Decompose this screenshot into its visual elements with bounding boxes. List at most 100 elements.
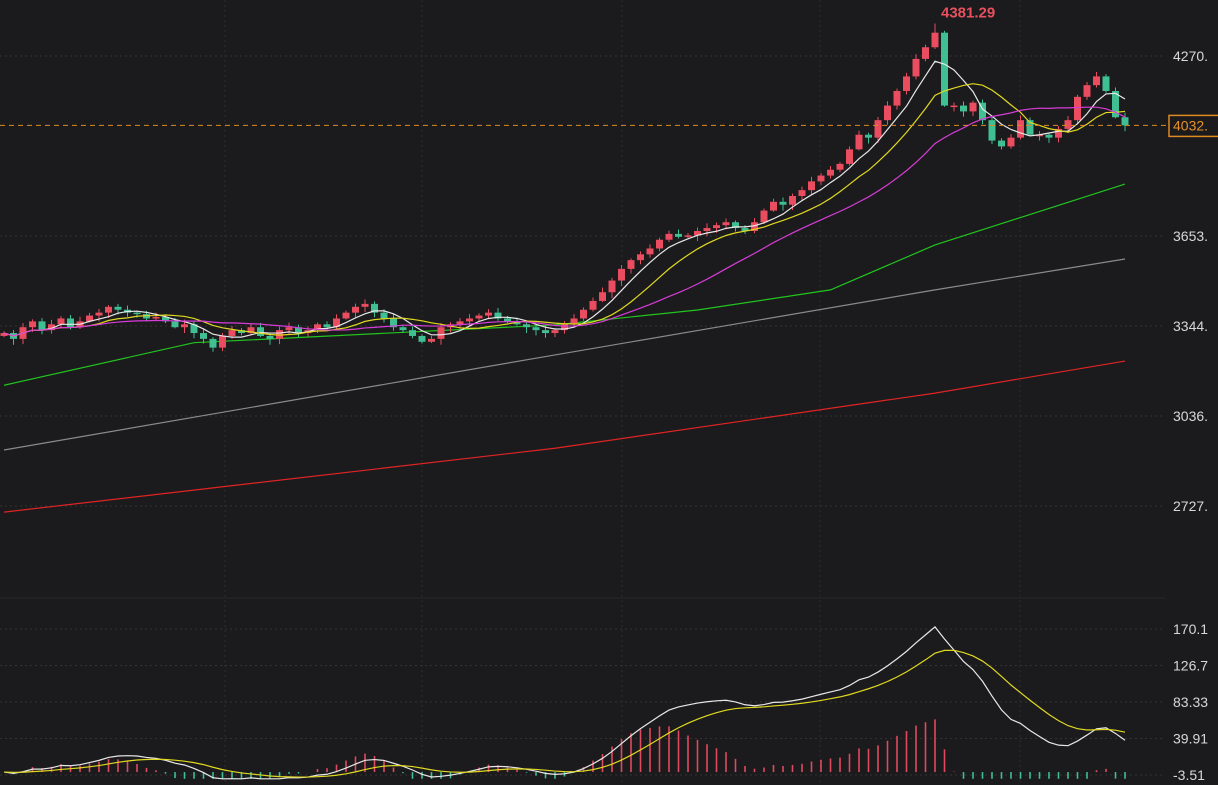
candle-body xyxy=(703,228,711,231)
candle-body xyxy=(1026,120,1034,135)
candle-body xyxy=(893,90,901,106)
ma5-line xyxy=(3,60,1126,338)
candle-body xyxy=(798,190,806,196)
candle-body xyxy=(1055,128,1062,138)
candle xyxy=(390,313,397,331)
candle-body xyxy=(836,163,844,170)
candle-body xyxy=(1121,117,1129,126)
candle xyxy=(1074,94,1081,124)
candle xyxy=(627,258,635,274)
candle-body xyxy=(1017,120,1024,138)
candle xyxy=(893,88,901,110)
candle xyxy=(162,314,169,324)
candle xyxy=(1007,134,1015,149)
candle xyxy=(675,229,682,239)
candle xyxy=(1064,116,1072,133)
candle-body xyxy=(105,306,112,313)
candle xyxy=(200,329,207,344)
candle xyxy=(247,324,255,335)
candle-body xyxy=(912,58,920,77)
candle xyxy=(770,198,777,212)
candle-body xyxy=(846,149,853,164)
macd-tick-label: 126.7 xyxy=(1173,658,1208,674)
candle-body xyxy=(770,201,777,211)
candle-body xyxy=(238,330,245,334)
candle-body xyxy=(48,324,55,331)
candle-body xyxy=(428,338,435,342)
candle xyxy=(827,165,834,179)
candle-body xyxy=(570,318,578,325)
candle-body xyxy=(1102,76,1110,91)
candle xyxy=(371,301,378,318)
candle-body xyxy=(190,324,198,334)
candle xyxy=(523,322,530,334)
candle-body xyxy=(523,324,530,328)
candle xyxy=(646,244,654,258)
candle-body xyxy=(1083,85,1091,97)
candle-body xyxy=(827,169,834,176)
candle-body xyxy=(922,47,929,59)
candle xyxy=(884,101,891,125)
candle-body xyxy=(456,321,464,325)
candle xyxy=(732,220,739,232)
candle-body xyxy=(874,120,882,138)
candle-body xyxy=(694,230,701,236)
candle xyxy=(665,230,673,243)
candle xyxy=(1112,87,1119,119)
candle-body xyxy=(988,120,996,141)
y-tick-label: 4270. xyxy=(1173,48,1208,64)
candle xyxy=(418,334,426,344)
candle xyxy=(447,322,454,333)
candle-body xyxy=(741,228,749,231)
candle-body xyxy=(532,327,540,331)
candle xyxy=(1045,132,1053,143)
macd-panel xyxy=(3,626,1126,780)
candle-body xyxy=(219,335,226,348)
candle xyxy=(542,326,549,338)
candle-body xyxy=(485,312,492,316)
candle xyxy=(808,176,815,195)
candle xyxy=(266,333,274,345)
candle-body xyxy=(314,324,321,331)
candle xyxy=(922,44,929,62)
candle-body xyxy=(162,317,169,322)
candle xyxy=(722,218,730,230)
candle xyxy=(798,186,806,201)
candle xyxy=(437,323,445,345)
candle-body xyxy=(209,338,217,348)
candle xyxy=(969,100,977,117)
candle xyxy=(903,72,910,95)
candle-body xyxy=(29,321,36,328)
candle-body xyxy=(561,324,568,331)
candle xyxy=(960,101,967,117)
candle xyxy=(342,310,350,320)
candle-body xyxy=(95,312,103,316)
candle-body xyxy=(475,315,483,319)
candle xyxy=(570,314,578,328)
candle-body xyxy=(817,175,825,182)
candle-body xyxy=(608,280,616,293)
candle-body xyxy=(618,268,625,281)
candle-body xyxy=(295,327,302,334)
candle xyxy=(209,337,217,352)
peak-price-label: 4381.29 xyxy=(941,5,995,22)
candle-body xyxy=(675,233,682,237)
candle xyxy=(1026,117,1034,136)
candle xyxy=(57,316,65,328)
candle-body xyxy=(855,134,863,150)
candle-body xyxy=(627,260,635,269)
candle-body xyxy=(409,330,416,336)
candle-body xyxy=(903,76,910,91)
candle xyxy=(656,237,663,252)
candle-body xyxy=(399,327,407,331)
candle-body xyxy=(684,235,692,237)
candle-body xyxy=(380,312,388,319)
candle-body xyxy=(323,324,331,328)
candle-body xyxy=(637,254,644,261)
price-axis: 4270. 3653. 3344. 3036. 2727. 170.1 126.7 83.33… xyxy=(1173,48,1208,783)
candle xyxy=(485,309,492,319)
candle-body xyxy=(1064,120,1072,129)
macd-dea-line xyxy=(3,649,1126,778)
candle xyxy=(998,138,1005,150)
